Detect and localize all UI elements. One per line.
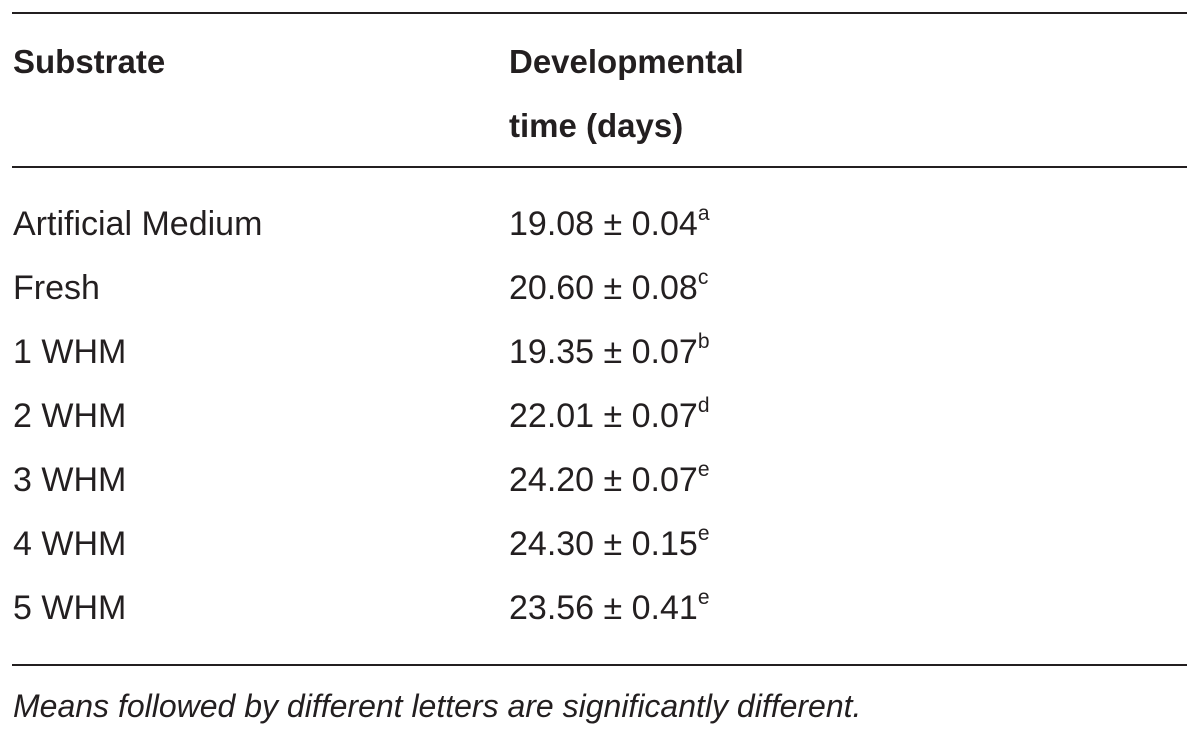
table-bottom-rule	[12, 664, 1187, 666]
significance-letter: b	[697, 329, 710, 353]
significance-letter: a	[697, 201, 710, 225]
row-developmental-time: 19.35 ± 0.07b	[509, 329, 710, 371]
row-substrate: 2 WHM	[13, 397, 127, 435]
row-developmental-time: 24.20 ± 0.07e	[509, 457, 710, 499]
row-developmental-time: 22.01 ± 0.07d	[509, 393, 710, 435]
header-developmental-time-line1: Developmental	[509, 43, 744, 80]
significance-letter: e	[697, 521, 710, 545]
header-developmental-time-line2: time (days)	[509, 107, 684, 144]
row-developmental-time: 23.56 ± 0.41e	[509, 585, 710, 627]
row-substrate: 3 WHM	[13, 461, 127, 499]
row-substrate: Fresh	[13, 269, 100, 307]
row-developmental-time: 24.30 ± 0.15e	[509, 521, 710, 563]
significance-letter: e	[697, 457, 710, 481]
table-top-rule	[12, 12, 1187, 14]
row-developmental-time: 19.08 ± 0.04a	[509, 201, 710, 243]
table-footnote: Means followed by different letters are …	[13, 688, 862, 724]
significance-letter: d	[697, 393, 710, 417]
table-header-rule	[12, 166, 1187, 168]
row-substrate: 1 WHM	[13, 333, 127, 371]
header-substrate: Substrate	[13, 43, 166, 80]
row-developmental-time: 20.60 ± 0.08c	[509, 265, 709, 307]
row-substrate: 4 WHM	[13, 525, 127, 563]
significance-letter: c	[697, 265, 709, 289]
row-substrate: 5 WHM	[13, 589, 127, 627]
significance-letter: e	[697, 585, 710, 609]
row-substrate: Artificial Medium	[13, 205, 263, 243]
